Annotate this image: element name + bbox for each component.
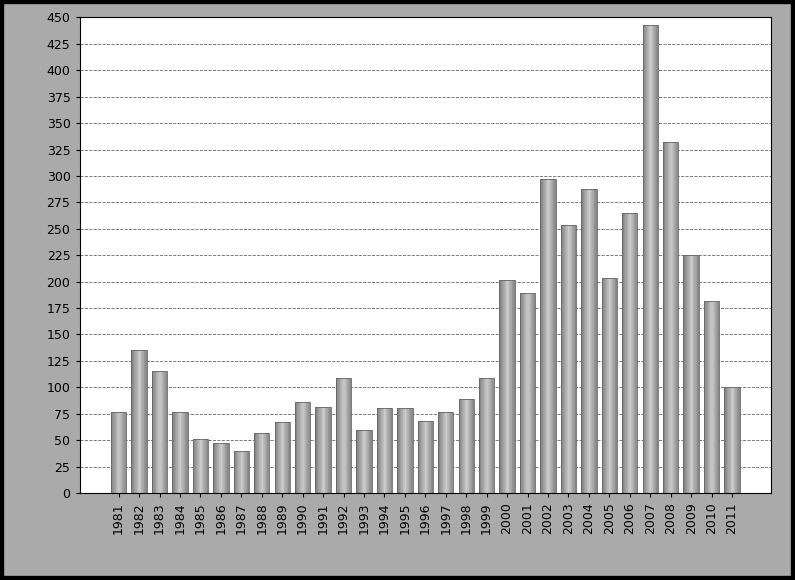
Bar — [295, 402, 310, 493]
Bar — [581, 188, 596, 493]
Bar — [520, 293, 535, 493]
Bar — [173, 412, 188, 493]
Bar — [541, 179, 556, 493]
Bar — [234, 451, 249, 493]
Bar — [152, 371, 167, 493]
Bar — [192, 439, 208, 493]
Bar — [642, 25, 658, 493]
Bar — [377, 408, 392, 493]
Bar — [398, 408, 413, 493]
Bar — [684, 255, 699, 493]
Bar — [254, 433, 270, 493]
Bar — [111, 412, 126, 493]
Bar — [499, 280, 515, 493]
Bar — [316, 407, 331, 493]
Bar — [459, 399, 474, 493]
Bar — [438, 412, 453, 493]
Bar — [335, 378, 351, 493]
Bar — [213, 443, 228, 493]
Bar — [704, 300, 719, 493]
Bar — [274, 422, 290, 493]
Bar — [602, 278, 617, 493]
Bar — [622, 213, 638, 493]
Bar — [131, 350, 147, 493]
Bar — [724, 387, 739, 493]
Bar — [479, 378, 494, 493]
Bar — [560, 224, 576, 493]
Bar — [663, 142, 678, 493]
Bar — [417, 421, 433, 493]
Bar — [356, 430, 371, 493]
